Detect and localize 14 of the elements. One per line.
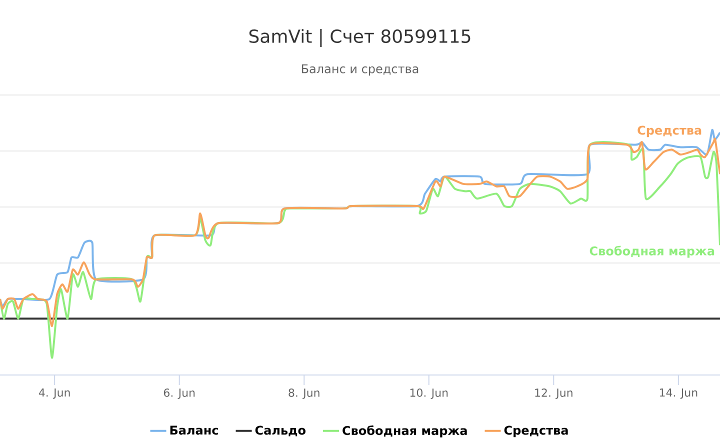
legend-label: Баланс [170,426,218,435]
legend-label: Сальдо [255,426,306,436]
chart-subtitle: Баланс и средства [302,64,418,76]
x-tick-label: 10. Jun [410,388,448,399]
x-tick-label: 14. Jun [660,388,698,399]
x-tick-label: 4. Jun [38,388,70,399]
x-tick-label: 6. Jun [164,388,195,399]
annotation: Средства [638,126,702,138]
legend-label: Средства [504,426,568,438]
x-tick-label: 12. Jun [535,388,572,399]
annotation: Свободная маржа [590,246,714,258]
legend-label: Свободная маржа [342,425,467,438]
x-tick-label: 8. Jun [288,388,320,399]
chart-title: SamVit | Счет 80599115 [249,29,470,48]
